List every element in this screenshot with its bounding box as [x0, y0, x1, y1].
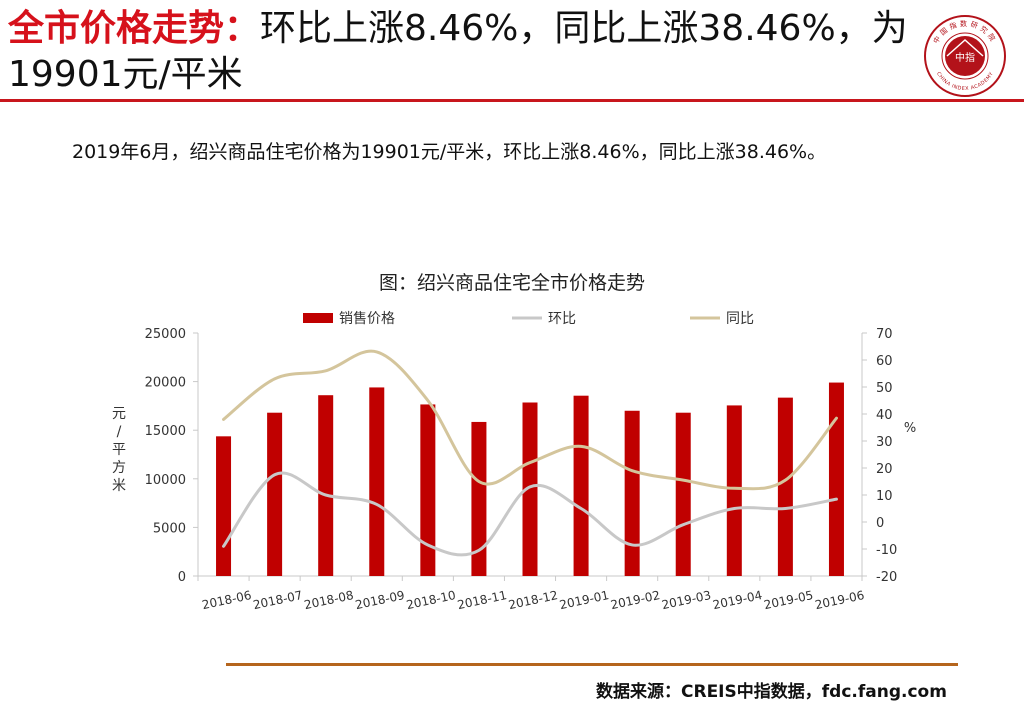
x-axis-tick-label: 2019-03 [660, 588, 712, 612]
bar-sales-price [522, 402, 538, 576]
x-axis-tick-label: 2019-02 [609, 588, 661, 612]
data-source: 数据来源：CREIS中指数据，fdc.fang.com [596, 682, 947, 702]
right-axis-tick-label: 70 [876, 327, 893, 342]
bar-sales-price [675, 412, 691, 576]
bar-sales-price [777, 397, 793, 576]
right-axis-tick-label: -20 [876, 570, 897, 585]
right-axis-label: % [904, 421, 916, 436]
legend-swatch-sales-price [303, 313, 333, 323]
page-title-block: 全市价格走势：环比上涨8.46%，同比上涨38.46%，为19901元/平米 [8, 6, 908, 98]
right-axis-tick-label: 20 [876, 462, 893, 477]
bar-sales-price [726, 405, 742, 576]
x-axis-tick-label: 2019-05 [763, 588, 815, 612]
summary-text: 2019年6月，绍兴商品住宅价格为19901元/平米，环比上涨8.46%，同比上… [72, 141, 827, 163]
left-axis-tick-label: 5000 [153, 521, 186, 536]
left-axis-label-char: / [117, 424, 122, 440]
china-index-academy-logo: 中指 中国指数研究院 CHINA INDEX ACADEMY [924, 15, 1006, 97]
right-axis-tick-label: 0 [876, 516, 884, 531]
right-axis-tick-label: 40 [876, 408, 893, 423]
left-axis-label-char: 元 [112, 406, 126, 422]
bar-sales-price [471, 421, 487, 576]
bar-sales-price [624, 410, 640, 576]
left-axis-tick-label: 0 [178, 570, 186, 585]
page-title-rest: 环比上涨8.46%，同比上涨38.46%，为19901元/平米 [8, 8, 908, 95]
line-mom [222, 471, 838, 557]
left-axis-label-char: 方 [112, 460, 126, 476]
page-title: 全市价格走势：环比上涨8.46%，同比上涨38.46%，为19901元/平米 [8, 6, 908, 98]
left-axis-tick-label: 25000 [145, 327, 186, 342]
left-axis-label-char: 米 [112, 478, 126, 494]
x-axis-tick-label: 2018-11 [456, 588, 508, 612]
bar-sales-price [216, 436, 232, 576]
legend-label-sales-price: 销售价格 [339, 311, 395, 327]
right-axis-tick-label: -10 [876, 543, 897, 558]
legend-label-mom: 环比 [548, 311, 576, 327]
right-axis-tick-label: 50 [876, 381, 893, 396]
x-axis-tick-label: 2018-07 [252, 588, 304, 612]
x-axis-tick-label: 2019-01 [558, 588, 610, 612]
x-axis-tick-label: 2019-06 [814, 588, 866, 612]
left-axis-tick-label: 10000 [145, 473, 186, 488]
legend-label-yoy: 同比 [726, 311, 754, 327]
x-axis-tick-label: 2018-10 [405, 588, 457, 612]
x-axis-tick-label: 2018-06 [201, 588, 253, 612]
logo-center-text: 中指 [955, 51, 975, 64]
bar-sales-price [420, 404, 436, 576]
title-divider [0, 99, 1024, 102]
footer-divider [226, 663, 958, 666]
bar-sales-price [267, 412, 283, 576]
chart-title: 图：绍兴商品住宅全市价格走势 [378, 272, 645, 294]
page-title-highlight: 全市价格走势： [8, 8, 261, 49]
right-axis-tick-label: 10 [876, 489, 893, 504]
left-axis-label-char: 平 [112, 442, 126, 458]
bar-sales-price [828, 382, 844, 576]
x-axis-tick-label: 2018-09 [354, 588, 406, 612]
bar-sales-price [369, 387, 385, 576]
right-axis-tick-label: 60 [876, 354, 893, 369]
left-axis-tick-label: 15000 [145, 424, 186, 439]
left-axis-tick-label: 20000 [145, 376, 186, 391]
bar-sales-price [573, 395, 589, 576]
x-axis-tick-label: 2019-04 [711, 588, 763, 612]
x-axis-tick-label: 2018-08 [303, 588, 355, 612]
right-axis-tick-label: 30 [876, 435, 893, 450]
bar-sales-price [318, 395, 334, 576]
x-axis-tick-label: 2018-12 [507, 588, 559, 612]
